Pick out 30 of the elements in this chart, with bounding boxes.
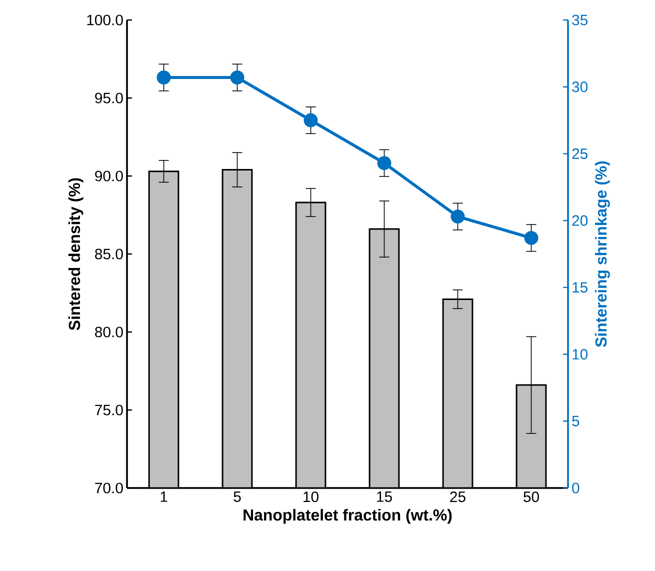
point [156,70,171,84]
y2-tick-label: 35 [572,14,588,26]
x-tick-label: 50 [524,492,539,502]
y2-tick-label: 0 [572,482,580,494]
y-tick-label: 100.0 [87,14,123,26]
x-tick-label: 25 [450,492,466,502]
y2-tick-label: 20 [572,215,588,226]
x-tick-label: 15 [377,492,392,502]
y2-tick-label: 5 [572,416,580,426]
point [377,156,392,170]
y-tick-label: 70.0 [95,482,123,494]
y-axis-title: Sintered density (%) [68,178,84,330]
point [450,210,465,224]
y-tick-label: 80.0 [95,326,123,338]
y-tick-label: 85.0 [95,248,123,260]
x-tick-label: 10 [304,492,318,502]
x-tick-label: 1 [160,492,168,502]
y2-tick-label: 15 [572,282,588,293]
point [304,113,318,128]
y-tick-label: 95.0 [95,92,123,104]
y-tick-label: 90.0 [95,170,123,182]
y2-tick-label: 25 [572,148,588,159]
y2-tick-label: 30 [572,82,588,92]
point [524,230,538,245]
point [230,70,244,84]
y2-axis-title: Sintereing shrinkage (%) [594,161,610,347]
y2-tick-label: 10 [572,348,588,360]
y-tick-label: 75.0 [95,404,123,416]
x-axis-title: Nanoplatelet fraction (wt.%) [244,508,452,524]
x-tick-label: 5 [234,492,241,502]
